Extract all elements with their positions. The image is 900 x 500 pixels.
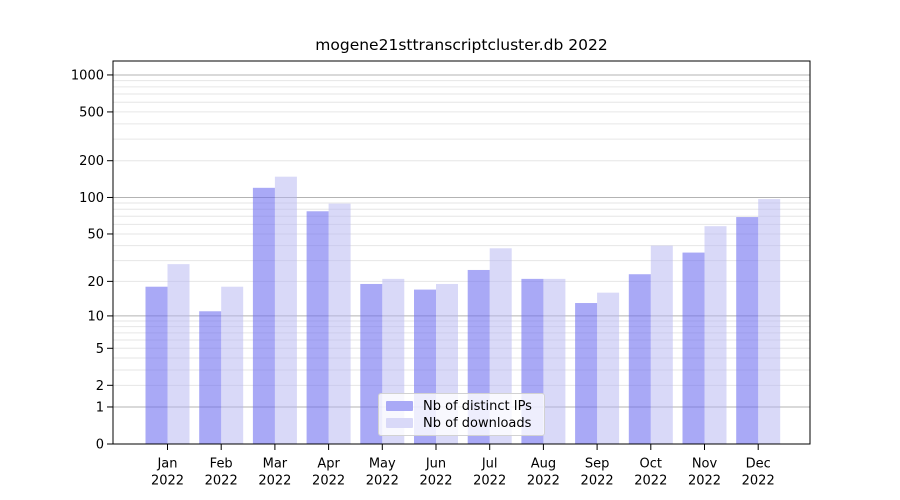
x-tick-label-year: 2022 bbox=[742, 474, 775, 489]
plot-frame bbox=[112, 60, 811, 445]
bar bbox=[360, 283, 383, 444]
x-tick-label-year: 2022 bbox=[312, 474, 345, 489]
bar bbox=[758, 199, 781, 444]
x-tick-label-year: 2022 bbox=[151, 474, 184, 489]
x-tick-label-month: Dec bbox=[746, 457, 771, 472]
bar bbox=[575, 303, 598, 444]
bar bbox=[306, 211, 329, 444]
y-tick-label: 10 bbox=[87, 309, 104, 324]
x-tick-label-month: Feb bbox=[210, 457, 233, 472]
x-tick-label-month: Jul bbox=[481, 457, 498, 472]
y-tick-label: 20 bbox=[87, 275, 104, 290]
legend-label-downloads: Nb of downloads bbox=[423, 415, 532, 431]
x-tick-label-year: 2022 bbox=[581, 474, 614, 489]
bar bbox=[252, 187, 275, 445]
x-tick-label-year: 2022 bbox=[205, 474, 238, 489]
bar bbox=[167, 264, 190, 444]
x-tick-label-month: Mar bbox=[263, 457, 288, 472]
x-tick-label-month: Jan bbox=[156, 457, 177, 472]
y-tick-label: 2 bbox=[96, 379, 104, 394]
bar bbox=[328, 203, 351, 444]
x-tick-label-year: 2022 bbox=[366, 474, 399, 489]
x-tick-label-month: Aug bbox=[531, 457, 556, 472]
x-tick-label-year: 2022 bbox=[634, 474, 667, 489]
y-tick-label: 500 bbox=[79, 105, 104, 120]
legend-item-downloads: Nb of downloads bbox=[386, 417, 536, 430]
x-tick-label-year: 2022 bbox=[527, 474, 560, 489]
bar bbox=[221, 286, 244, 444]
x-axis: Jan 2022 Feb 2022 Mar 2022 Apr 2022 May 2022 Jun 20… bbox=[151, 444, 775, 489]
chart-title: mogene21sttranscriptcluster.db 2022 bbox=[315, 36, 608, 54]
x-tick-label-month: Oct bbox=[640, 457, 662, 472]
bar bbox=[628, 274, 651, 444]
x-tick-label-month: May bbox=[369, 457, 396, 472]
y-tick-label: 200 bbox=[79, 154, 104, 169]
x-tick-label-month: Nov bbox=[692, 457, 718, 472]
legend: Nb of distinct IPs Nb of downloads bbox=[378, 393, 545, 436]
legend-item-distinct-ips: Nb of distinct IPs bbox=[386, 400, 536, 413]
y-gridlines-minor bbox=[113, 80, 810, 386]
bar bbox=[543, 278, 566, 444]
y-tick-label: 5 bbox=[96, 342, 104, 357]
y-tick-label: 1 bbox=[96, 400, 104, 415]
bar bbox=[650, 245, 673, 444]
bar bbox=[736, 217, 759, 444]
legend-swatch-distinct-ips bbox=[386, 401, 413, 411]
bar bbox=[199, 311, 222, 444]
legend-swatch-downloads bbox=[386, 418, 413, 428]
x-tick-label-year: 2022 bbox=[419, 474, 452, 489]
x-tick-label-month: Jun bbox=[425, 457, 446, 472]
legend-label-distinct-ips: Nb of distinct IPs bbox=[423, 398, 532, 414]
y-tick-label: 0 bbox=[96, 438, 104, 453]
x-tick-label-year: 2022 bbox=[688, 474, 721, 489]
bar bbox=[274, 176, 297, 444]
bar bbox=[597, 292, 620, 444]
x-tick-label-month: Apr bbox=[317, 457, 340, 472]
x-tick-label-month: Sep bbox=[585, 457, 610, 472]
x-tick-label-year: 2022 bbox=[258, 474, 291, 489]
y-tick-label: 50 bbox=[87, 227, 104, 242]
bar bbox=[145, 286, 168, 444]
y-tick-label: 1000 bbox=[71, 68, 104, 83]
bar bbox=[682, 252, 705, 444]
x-tick-label-year: 2022 bbox=[473, 474, 506, 489]
bar bbox=[704, 226, 727, 444]
y-tick-label: 100 bbox=[79, 191, 104, 206]
